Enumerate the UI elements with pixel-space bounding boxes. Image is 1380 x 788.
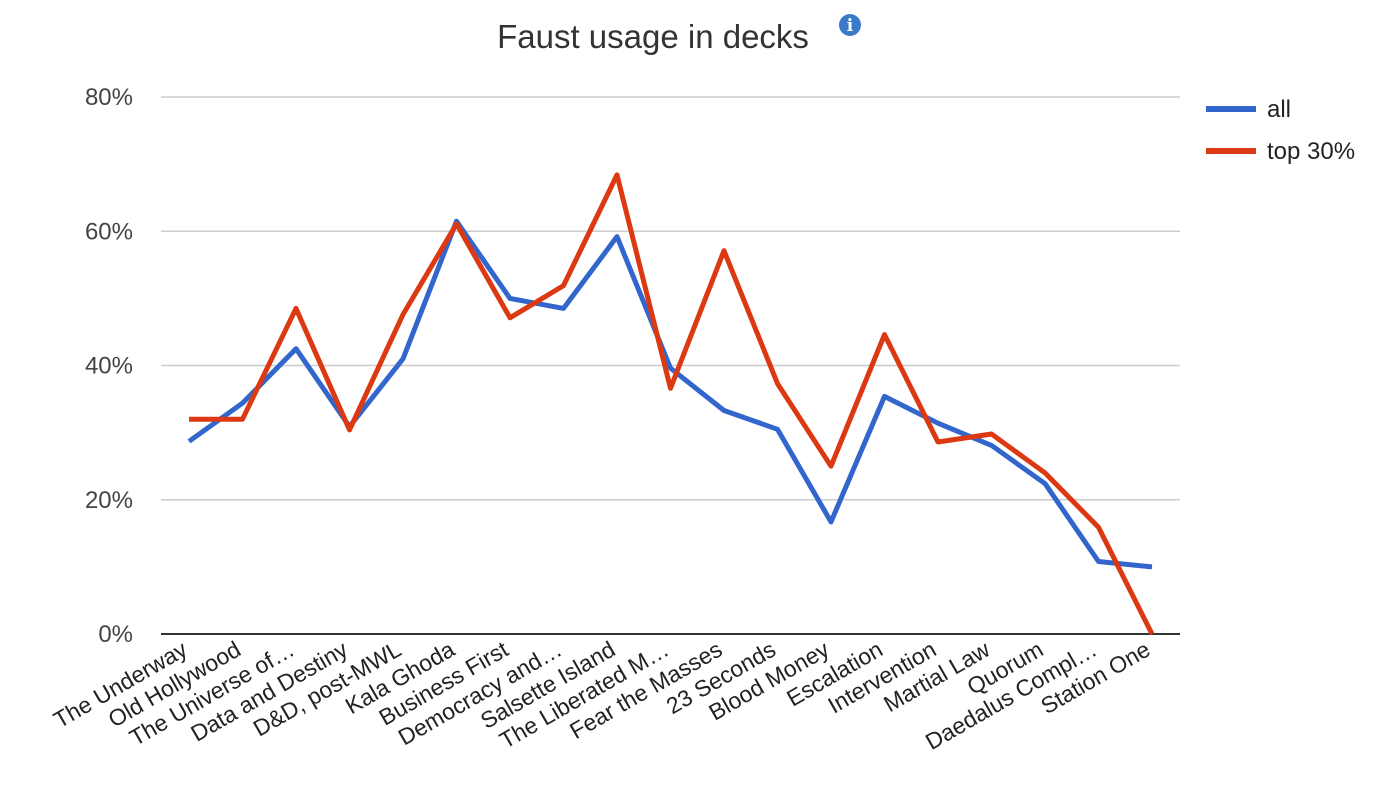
series-1 xyxy=(189,172,1155,636)
chart-title: Faust usage in decks xyxy=(497,18,809,55)
y-tick-label: 0% xyxy=(98,621,133,648)
svg-text:i: i xyxy=(847,16,854,36)
y-tick-label: 20% xyxy=(85,487,133,514)
legend: all top 30% xyxy=(1206,96,1355,165)
legend-label: all xyxy=(1267,96,1291,123)
series-lines xyxy=(187,172,1155,636)
y-axis-ticks: 0% 20% 40% 60% 80% xyxy=(85,84,133,648)
y-tick-label: 40% xyxy=(85,353,133,380)
legend-label: top 30% xyxy=(1267,138,1355,165)
series-line xyxy=(189,172,1155,636)
legend-item: all xyxy=(1206,96,1291,123)
y-tick-label: 80% xyxy=(85,84,133,111)
y-tick-label: 60% xyxy=(85,218,133,245)
legend-item: top 30% xyxy=(1206,138,1355,165)
info-icon[interactable]: i xyxy=(839,14,861,36)
